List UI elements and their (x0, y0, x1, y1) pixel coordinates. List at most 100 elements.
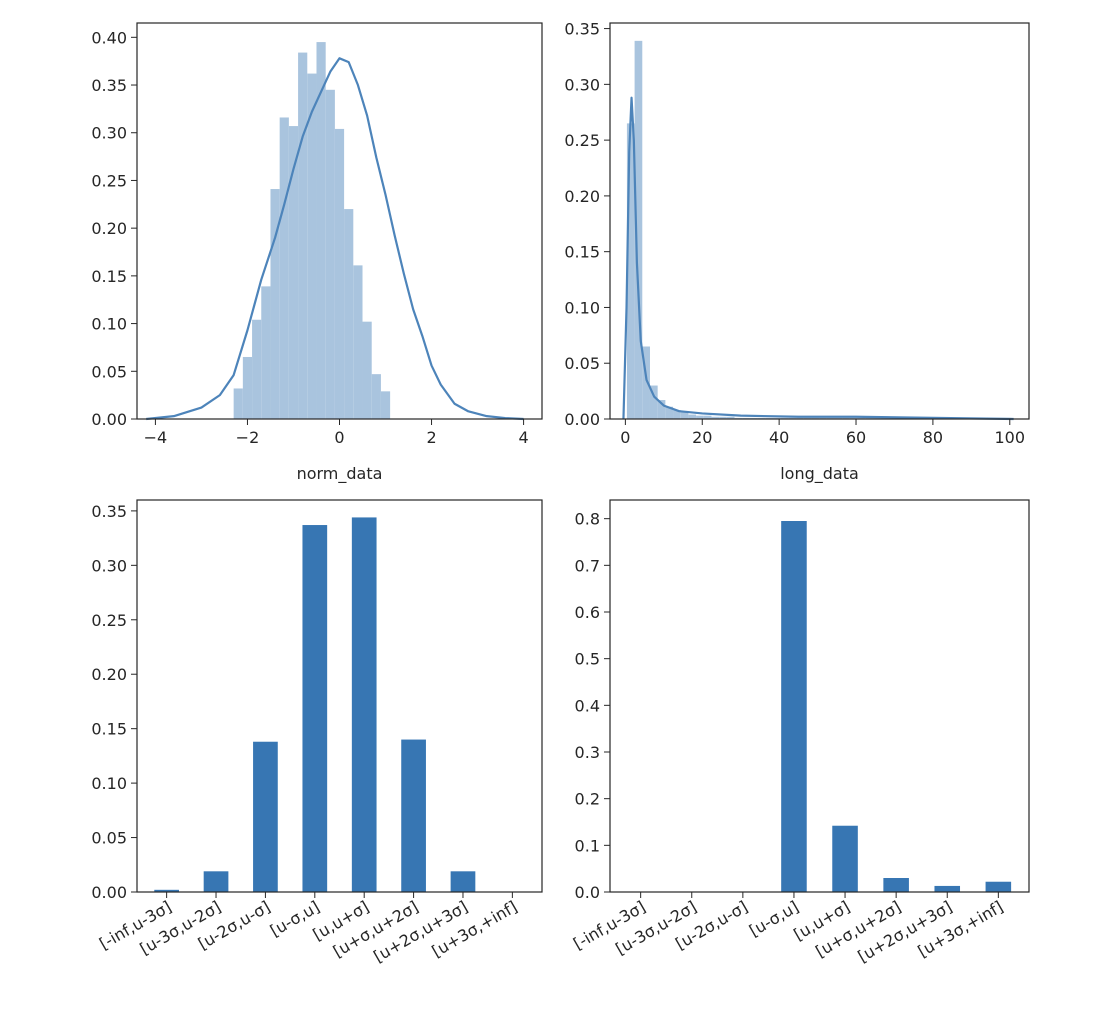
y-tick-label: 0.30 (91, 124, 127, 143)
x-tick-label: 2 (426, 428, 436, 447)
y-tick-label: 0.30 (564, 75, 600, 94)
y-tick-label: 0.10 (564, 298, 600, 317)
y-tick-label: 0.30 (91, 556, 127, 575)
hist-bin (334, 128, 345, 420)
hist-bin (288, 126, 299, 419)
bar (401, 739, 426, 892)
hist-bin (626, 123, 635, 419)
x-tick-label: −4 (144, 428, 168, 447)
hist-bin (261, 286, 271, 419)
hist-bin (380, 391, 391, 419)
y-tick-label: 0.25 (91, 611, 127, 630)
bar (450, 871, 476, 892)
hist-bin (665, 406, 674, 419)
bar (302, 525, 328, 892)
hist-bin (242, 356, 253, 419)
y-tick-label: 0.8 (575, 510, 600, 529)
hist-bin (680, 412, 689, 419)
hist-bin (657, 400, 666, 419)
bar (351, 517, 377, 892)
y-tick-label: 0.15 (564, 243, 600, 262)
y-tick-label: 0.05 (91, 829, 127, 848)
y-tick-label: 0.35 (91, 76, 127, 95)
x-tick-label: 40 (769, 428, 789, 447)
chart-panel-2: 0 20 40 60 80 100 long_data 0.00 0.05 0.10 0.15 0.2… (564, 20, 1030, 484)
y-tick-label: 0.05 (91, 362, 127, 381)
x-axis-label: norm_data (297, 464, 383, 484)
kde-line (146, 57, 524, 421)
kde-line (622, 96, 1014, 421)
y-tick-label: 0.00 (564, 410, 600, 429)
hist-bin (344, 209, 354, 419)
hist-bin (270, 189, 280, 419)
hist-bin (362, 321, 372, 419)
hist-bin (696, 415, 704, 419)
hist-bin (634, 40, 643, 419)
y-tick-label: 0.00 (91, 883, 127, 902)
y-tick-label: 0.20 (91, 219, 127, 238)
axes-frame (609, 22, 1030, 420)
hist-bin (719, 416, 727, 419)
y-tick-label: 0.7 (575, 556, 600, 575)
y-tick-label: 0.6 (575, 603, 600, 622)
bar (985, 881, 1012, 892)
hist-bin (307, 73, 317, 419)
x-tick-label: 20 (692, 428, 712, 447)
x-tick-label: 60 (846, 428, 866, 447)
hist-bin (703, 415, 712, 419)
hist-bin (252, 319, 262, 419)
chart-panel-4: [-inf,u-3σ][u-3σ,u-2σ][u-2σ,u-σ][u-σ,u][… (570, 499, 1030, 966)
hist-bin (649, 385, 658, 419)
hist-bin (673, 410, 681, 419)
y-tick-label: 0.4 (575, 696, 600, 715)
x-axis-label: long_data (780, 464, 859, 484)
axes-frame (609, 499, 1030, 893)
y-tick-label: 0.2 (575, 790, 600, 809)
y-tick-label: 0.1 (575, 836, 600, 855)
y-tick-label: 0.00 (91, 410, 127, 429)
y-tick-label: 0.15 (91, 267, 127, 286)
y-tick-label: 0.25 (564, 131, 600, 150)
x-tick-label: 4 (518, 428, 528, 447)
bar (253, 741, 278, 892)
axes-frame (136, 499, 543, 893)
y-tick-label: 0.3 (575, 743, 600, 762)
x-tick-label: 80 (923, 428, 943, 447)
bar (832, 825, 858, 892)
y-tick-label: 0.25 (91, 171, 127, 190)
y-tick-label: 0.05 (564, 354, 600, 373)
hist-bin (688, 414, 697, 419)
hist-bin (642, 346, 650, 419)
hist-bin (233, 388, 243, 419)
y-tick-label: 0.15 (91, 720, 127, 739)
y-tick-label: 0.35 (564, 20, 600, 39)
y-tick-label: 0.40 (91, 28, 127, 47)
hist-bin (298, 52, 308, 419)
hist-bin (726, 416, 735, 419)
hist-bin (371, 374, 381, 419)
bar (934, 885, 961, 892)
y-tick-label: 0.10 (91, 774, 127, 793)
chart-panel-1: −4 −2 0 2 4 norm_data 0.00 0.05 0.10 0.15 0.20 0.25… (91, 22, 543, 484)
hist-bin (279, 117, 289, 419)
bar (781, 521, 807, 892)
chart-panel-3: [-inf,u-3σ][u-3σ,u-2σ][u-2σ,u-σ][u-σ,u][… (91, 499, 543, 966)
y-tick-label: 0.10 (91, 315, 127, 334)
axes-frame (136, 22, 543, 420)
y-tick-label: 0.20 (564, 187, 600, 206)
bar (883, 878, 909, 892)
hist-bin (353, 265, 363, 419)
y-tick-label: 0.5 (575, 650, 600, 669)
bar (203, 871, 229, 892)
y-tick-label: 0.35 (91, 502, 127, 521)
y-tick-label: 0.20 (91, 665, 127, 684)
hist-bin (325, 89, 335, 420)
hist-bin (316, 42, 326, 419)
x-tick-label: 0 (334, 428, 344, 447)
y-tick-label: 0.0 (575, 883, 600, 902)
x-tick-label: 100 (995, 428, 1026, 447)
x-tick-label: 0 (620, 428, 630, 447)
hist-bin (711, 416, 720, 419)
bar (154, 889, 179, 892)
